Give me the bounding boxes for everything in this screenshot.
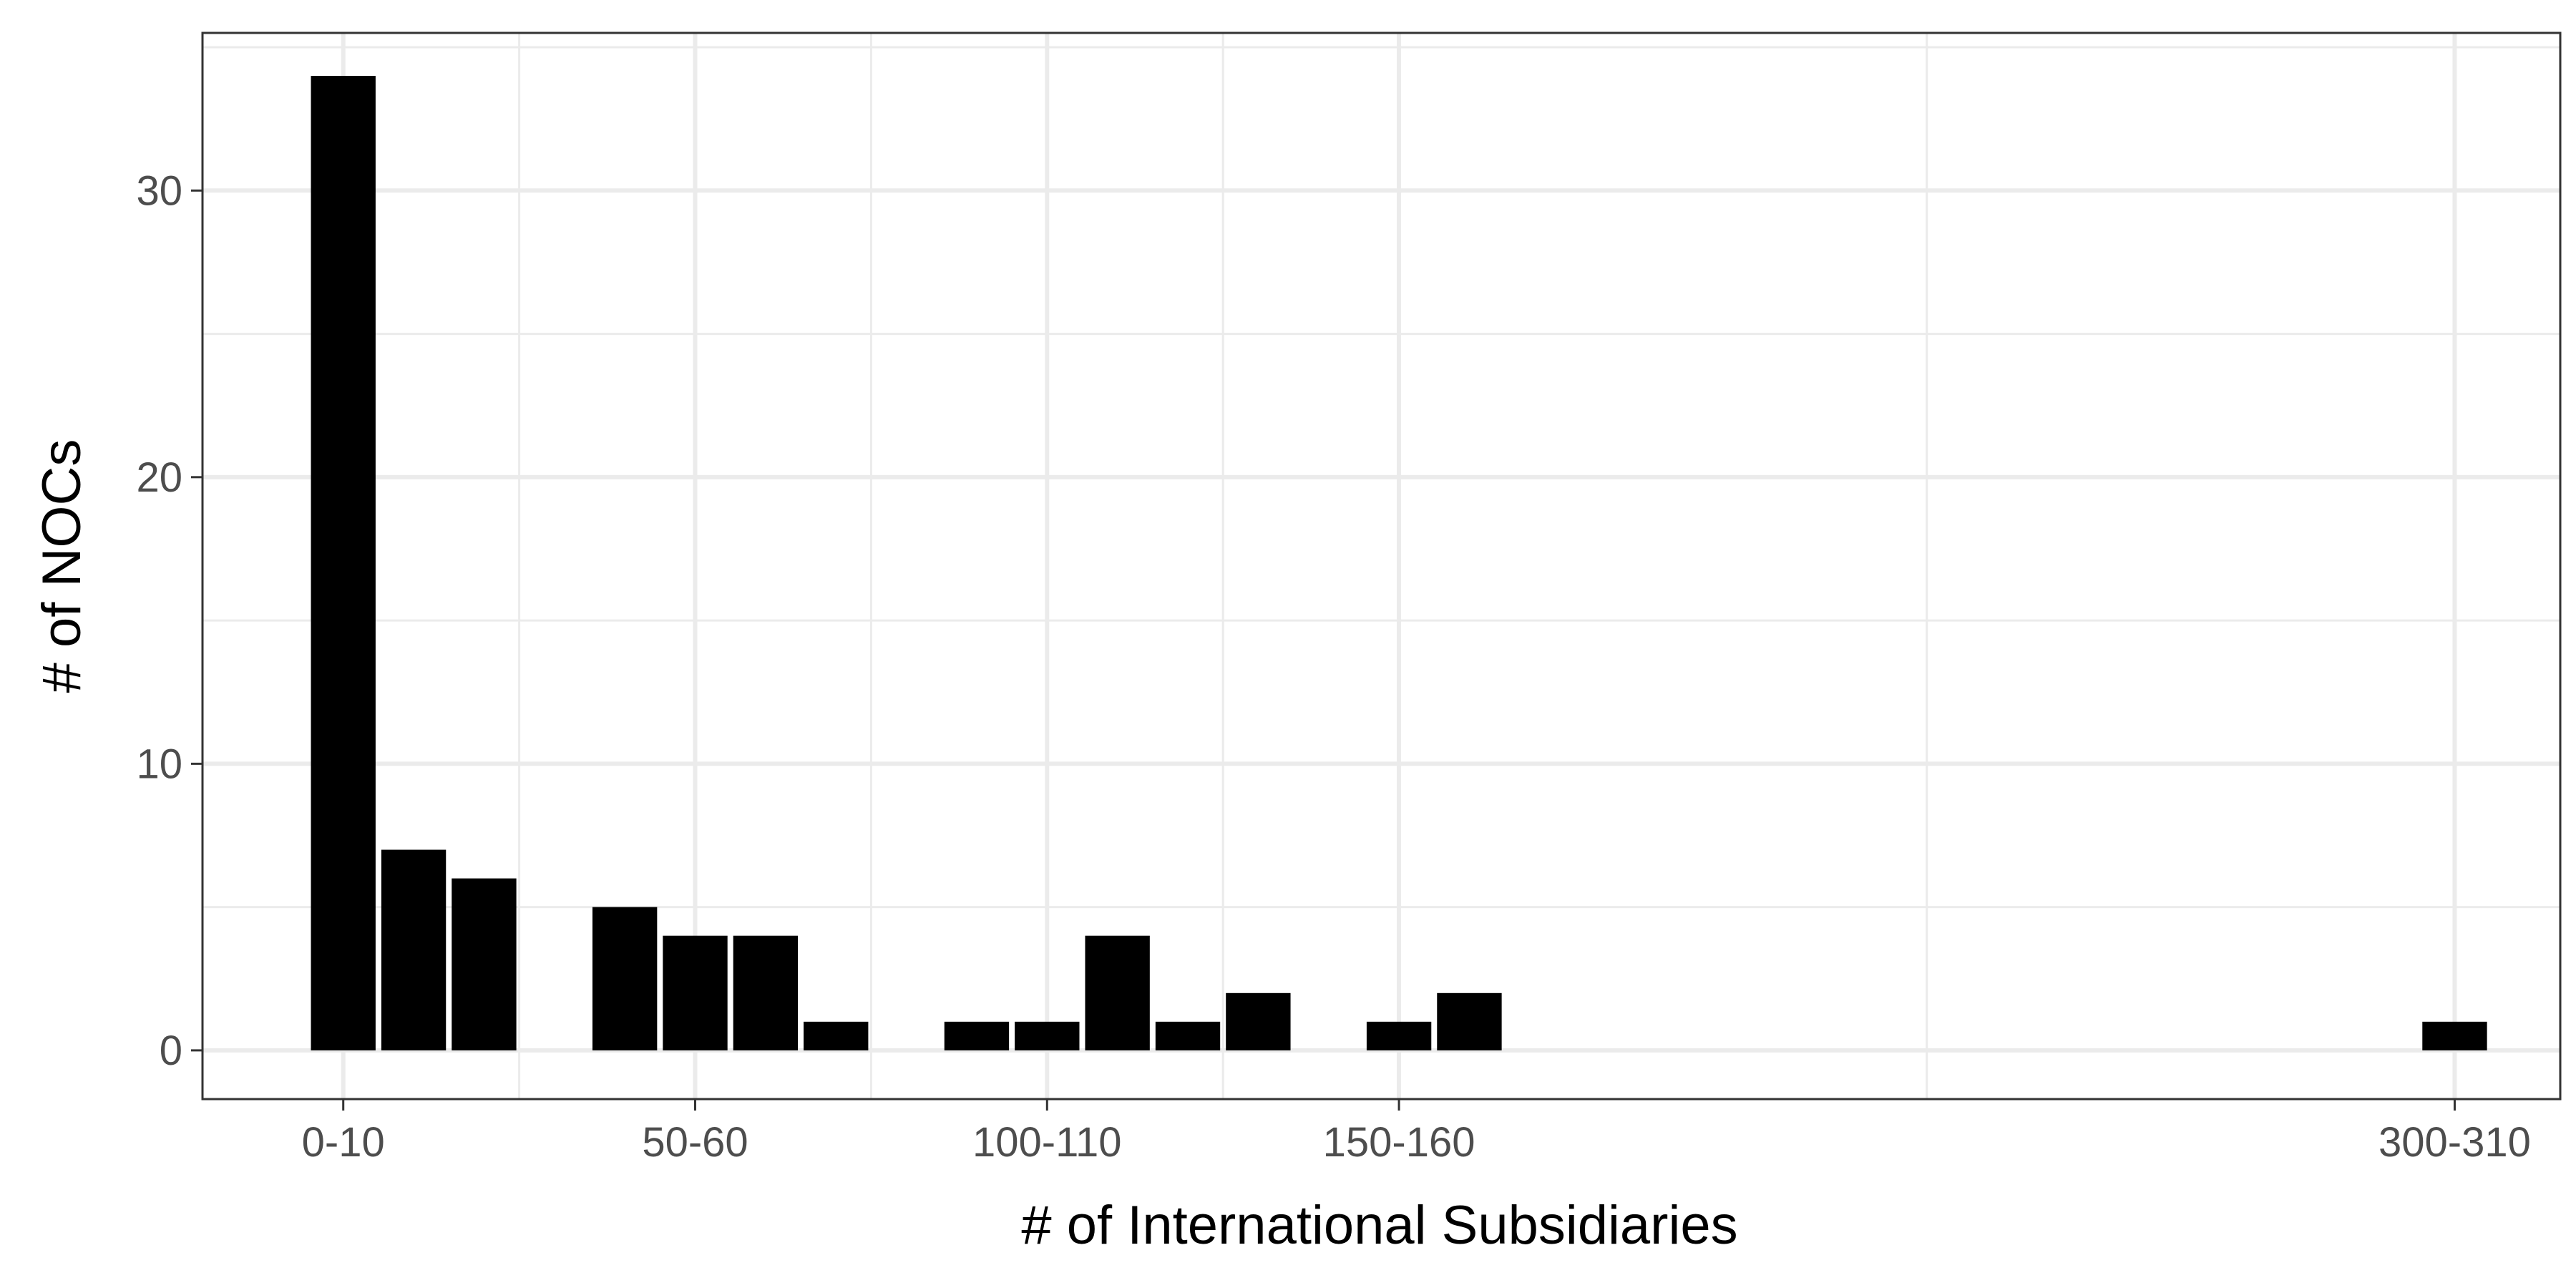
x-tick-label: 150-160 [1323,1119,1475,1166]
histogram-bar [804,1021,869,1050]
y-tick-label: 0 [160,1028,182,1074]
histogram-bar [452,878,517,1050]
histogram-bar [311,76,376,1050]
x-tick-label: 50-60 [642,1119,748,1166]
x-tick-label: 100-110 [972,1119,1122,1166]
y-tick-label: 10 [136,741,182,787]
histogram-bar [592,907,658,1050]
histogram-bar [1155,1021,1221,1050]
histogram-bar [381,849,447,1050]
bars [311,76,2487,1050]
x-axis-title: # of International Subsidiaries [1021,1195,1737,1256]
axes: 0 10 20 30 0-10 50-60 100-110 150-160 300-310 [136,167,2530,1166]
histogram-bar [1226,992,1291,1050]
histogram-bar [733,935,799,1050]
panel-background [203,33,2560,1099]
y-tick-label: 30 [136,167,182,214]
histogram-bar [1437,992,1502,1050]
histogram-bar [1085,935,1150,1050]
histogram-bar [2422,1021,2487,1050]
x-tick-label: 0-10 [302,1119,385,1166]
histogram-bar [1366,1021,1432,1050]
y-tick-label: 20 [136,454,182,501]
histogram-bar [1015,1021,1080,1050]
histogram-bar [944,1021,1010,1050]
histogram-bar [663,935,728,1050]
panel-border [201,31,2562,1101]
y-axis-title: # of NOCs [31,439,92,693]
x-tick-label: 300-310 [2379,1119,2531,1166]
